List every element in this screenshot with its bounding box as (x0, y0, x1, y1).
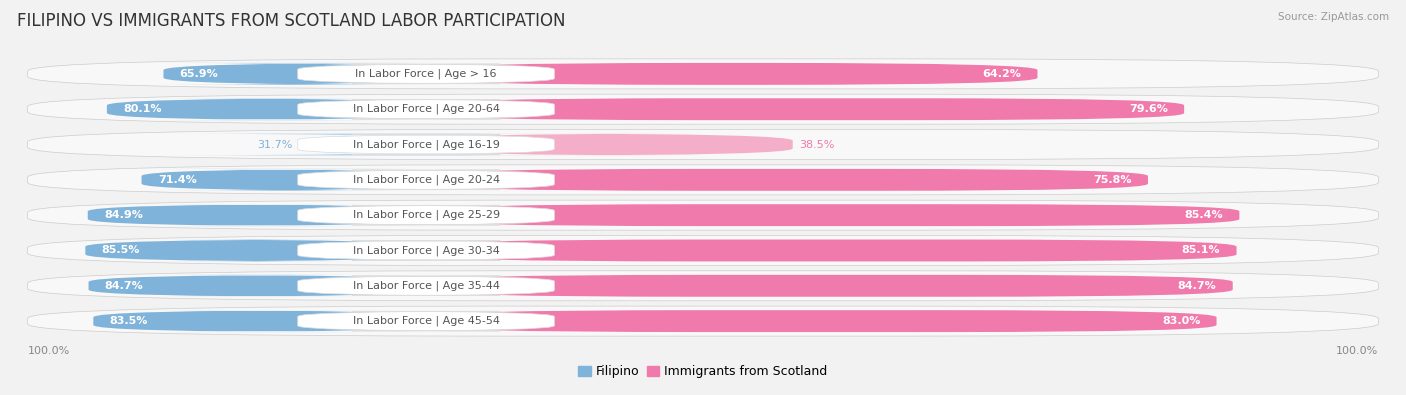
Text: 31.7%: 31.7% (257, 139, 292, 150)
FancyBboxPatch shape (28, 235, 1378, 265)
Text: 85.5%: 85.5% (101, 245, 141, 256)
FancyBboxPatch shape (28, 130, 1378, 160)
Text: 75.8%: 75.8% (1094, 175, 1132, 185)
Text: 80.1%: 80.1% (124, 104, 162, 114)
FancyBboxPatch shape (107, 98, 426, 120)
Legend: Filipino, Immigrants from Scotland: Filipino, Immigrants from Scotland (574, 360, 832, 384)
FancyBboxPatch shape (426, 134, 793, 156)
Text: 71.4%: 71.4% (157, 175, 197, 185)
FancyBboxPatch shape (298, 100, 554, 119)
Text: 84.9%: 84.9% (104, 210, 143, 220)
Text: Source: ZipAtlas.com: Source: ZipAtlas.com (1278, 12, 1389, 22)
FancyBboxPatch shape (426, 204, 1239, 226)
Text: In Labor Force | Age 25-29: In Labor Force | Age 25-29 (353, 210, 499, 220)
FancyBboxPatch shape (298, 135, 554, 154)
Text: In Labor Force | Age 20-24: In Labor Force | Age 20-24 (353, 175, 499, 185)
FancyBboxPatch shape (28, 306, 1378, 336)
FancyBboxPatch shape (86, 239, 426, 261)
FancyBboxPatch shape (298, 170, 554, 190)
FancyBboxPatch shape (89, 275, 426, 297)
FancyBboxPatch shape (298, 311, 554, 331)
Text: FILIPINO VS IMMIGRANTS FROM SCOTLAND LABOR PARTICIPATION: FILIPINO VS IMMIGRANTS FROM SCOTLAND LAB… (17, 12, 565, 30)
Text: 83.5%: 83.5% (110, 316, 148, 326)
FancyBboxPatch shape (426, 275, 1233, 297)
FancyBboxPatch shape (142, 169, 426, 191)
FancyBboxPatch shape (298, 64, 554, 84)
Text: In Labor Force | Age 45-54: In Labor Force | Age 45-54 (353, 316, 499, 326)
FancyBboxPatch shape (426, 239, 1236, 261)
Text: 38.5%: 38.5% (800, 139, 835, 150)
Text: 100.0%: 100.0% (28, 346, 70, 356)
FancyBboxPatch shape (87, 204, 426, 226)
FancyBboxPatch shape (156, 134, 569, 156)
Text: In Labor Force | Age 20-64: In Labor Force | Age 20-64 (353, 104, 499, 115)
Text: In Labor Force | Age 30-34: In Labor Force | Age 30-34 (353, 245, 499, 256)
Text: 64.2%: 64.2% (983, 69, 1021, 79)
Text: In Labor Force | Age 35-44: In Labor Force | Age 35-44 (353, 280, 499, 291)
FancyBboxPatch shape (298, 205, 554, 225)
FancyBboxPatch shape (156, 63, 433, 85)
FancyBboxPatch shape (28, 165, 1378, 195)
FancyBboxPatch shape (28, 59, 1378, 89)
FancyBboxPatch shape (28, 271, 1378, 301)
Text: 84.7%: 84.7% (1178, 281, 1216, 291)
Text: 85.4%: 85.4% (1184, 210, 1223, 220)
FancyBboxPatch shape (426, 98, 1184, 120)
FancyBboxPatch shape (298, 241, 554, 260)
FancyBboxPatch shape (298, 276, 554, 295)
Text: 79.6%: 79.6% (1129, 104, 1168, 114)
Text: 85.1%: 85.1% (1182, 245, 1220, 256)
Text: 83.0%: 83.0% (1161, 316, 1201, 326)
FancyBboxPatch shape (28, 94, 1378, 124)
FancyBboxPatch shape (426, 310, 1216, 332)
Text: 100.0%: 100.0% (1336, 346, 1378, 356)
FancyBboxPatch shape (28, 200, 1378, 230)
Text: In Labor Force | Age 16-19: In Labor Force | Age 16-19 (353, 139, 499, 150)
FancyBboxPatch shape (426, 63, 1038, 85)
Text: 65.9%: 65.9% (180, 69, 218, 79)
FancyBboxPatch shape (426, 169, 1147, 191)
Text: In Labor Force | Age > 16: In Labor Force | Age > 16 (356, 69, 496, 79)
FancyBboxPatch shape (93, 310, 426, 332)
Text: 84.7%: 84.7% (105, 281, 143, 291)
